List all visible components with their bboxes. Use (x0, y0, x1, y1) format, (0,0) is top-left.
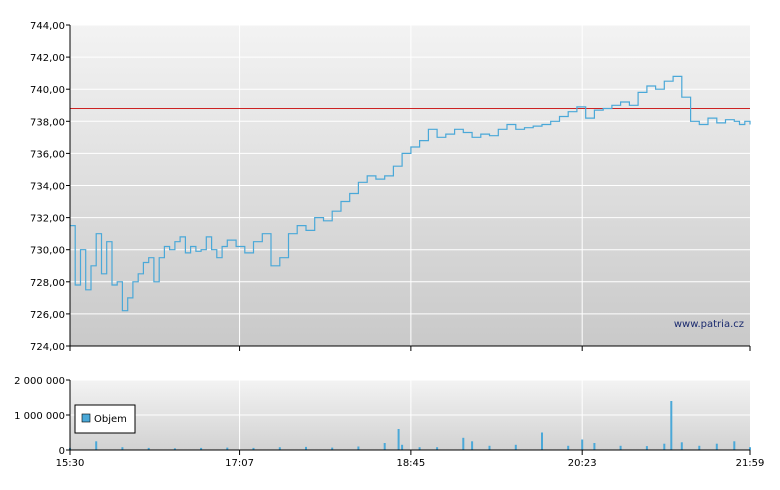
volume-grid (70, 379, 750, 450)
volume-bar (581, 439, 584, 450)
volume-bar (331, 447, 334, 450)
x-tick-label: 15:30 (56, 458, 85, 469)
volume-bar (252, 447, 255, 450)
price-y-axis: 744,00 742,00 740,00 738,00 736,00 734,00 732,… (30, 21, 71, 353)
volume-bar (514, 444, 517, 451)
volume-y-tick-label: 0 (59, 446, 65, 457)
price-y-tick-label: 732,00 (30, 214, 65, 225)
volume-bar (663, 443, 666, 450)
volume-bar (397, 429, 400, 450)
volume-bar (357, 446, 360, 450)
volume-bar (593, 443, 596, 450)
x-tick-label: 18:45 (396, 458, 425, 469)
volume-y-tick-label: 2 000 000 (14, 376, 65, 387)
price-y-tick-label: 736,00 (30, 149, 65, 160)
price-y-tick-label: 744,00 (30, 21, 65, 32)
volume-bar (471, 441, 474, 451)
price-x-tick-marks (69, 346, 751, 351)
price-y-tick-label: 724,00 (30, 342, 65, 353)
price-panel: 744,00 742,00 740,00 738,00 736,00 734,00 732,… (30, 21, 751, 353)
volume-bar (733, 441, 736, 451)
volume-bar (488, 445, 491, 450)
volume-bar (645, 446, 648, 450)
volume-bar (200, 447, 203, 450)
price-line-path (70, 75, 751, 312)
volume-bar (541, 432, 543, 450)
volume-bar (619, 445, 622, 450)
volume-bars (69, 401, 751, 451)
volume-bar (749, 447, 751, 450)
volume-bar (698, 445, 701, 450)
price-y-tick-label: 734,00 (30, 182, 65, 193)
price-y-tick-label: 728,00 (30, 278, 65, 289)
x-tick-label: 17:07 (225, 458, 254, 469)
price-y-tick-label: 730,00 (30, 246, 65, 257)
price-y-tick-label: 740,00 (30, 85, 65, 96)
volume-bar (226, 447, 229, 450)
price-y-tick-label: 726,00 (30, 310, 65, 321)
watermark: www.patria.cz (674, 319, 744, 330)
price-y-tick-label: 742,00 (30, 53, 65, 64)
volume-bar (680, 442, 683, 450)
volume-panel: 2 000 000 1 000 000 0 15:30 17:07 18:45 20:23… (14, 376, 764, 469)
volume-bar (173, 448, 176, 451)
volume-y-axis: 2 000 000 1 000 000 0 (14, 376, 71, 457)
price-y-tick-label: 738,00 (30, 117, 65, 128)
price-series (70, 75, 751, 312)
volume-bar (462, 437, 465, 451)
volume-bar (401, 444, 404, 451)
x-tick-label: 20:23 (568, 458, 597, 469)
volume-legend: Objem (74, 404, 136, 434)
legend-swatch (81, 413, 91, 423)
volume-bar (278, 447, 281, 450)
volume-bar (147, 447, 150, 450)
legend-label: Objem (94, 414, 127, 425)
volume-bar (715, 443, 718, 450)
volume-bar (121, 447, 124, 450)
x-tick-label: 21:59 (736, 458, 765, 469)
volume-bar (670, 401, 673, 450)
volume-bar (95, 441, 98, 451)
volume-bar (305, 446, 307, 450)
volume-bar (383, 443, 386, 450)
volume-x-axis: 15:30 17:07 18:45 20:23 21:59 (56, 450, 765, 469)
price-grid (70, 24, 750, 346)
volume-bar (418, 447, 421, 450)
volume-bar (567, 445, 570, 450)
volume-bar (436, 447, 439, 450)
volume-y-tick-label: 1 000 000 (14, 411, 65, 422)
